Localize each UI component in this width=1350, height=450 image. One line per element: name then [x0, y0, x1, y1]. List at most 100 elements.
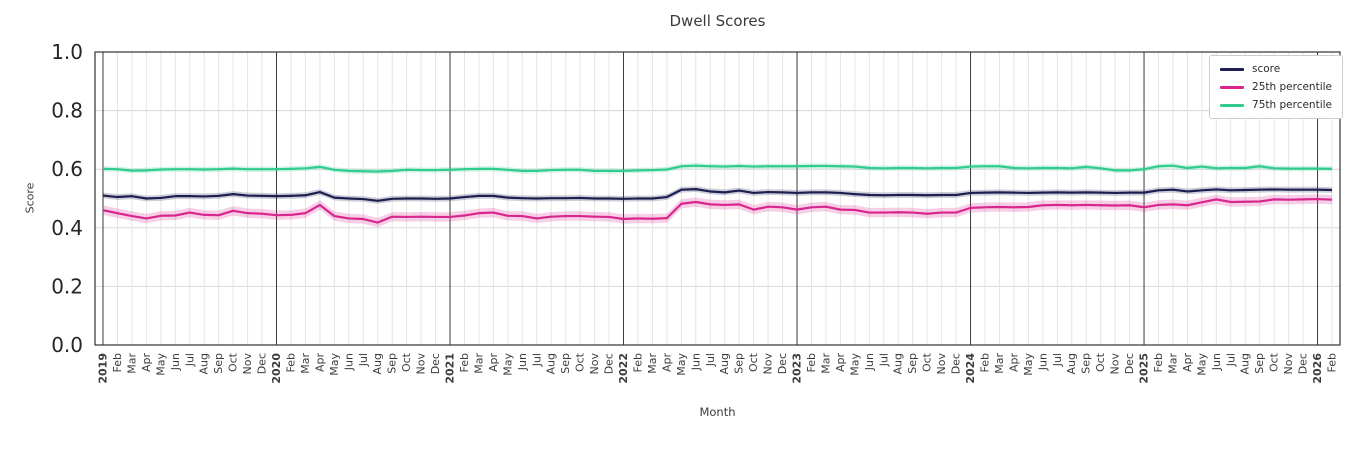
x-tick-label: Dec	[776, 353, 789, 374]
x-tick-label: Aug	[371, 353, 384, 374]
score-line-swatch	[1220, 67, 1245, 71]
x-tick-label: Nov	[241, 353, 254, 375]
x-tick-label: Oct	[921, 352, 934, 372]
confidence-band-2	[103, 163, 1332, 175]
x-tick-label: May	[154, 353, 167, 376]
x-tick-label: Dec	[256, 353, 269, 374]
y-tick-label: 0.8	[51, 99, 83, 123]
75th-percentile-line-swatch	[1220, 103, 1245, 107]
x-tick-label: Mar	[819, 353, 832, 374]
x-tick-label: Nov	[415, 353, 428, 375]
legend: score 25th percentile 75th percentile	[1209, 55, 1343, 119]
x-tick-label: Apr	[660, 353, 673, 373]
x-tick-label: Oct	[400, 352, 413, 372]
25th-percentile-line-swatch	[1220, 85, 1245, 89]
y-tick-label: 0.4	[51, 216, 83, 240]
x-tick-label: Sep	[906, 353, 919, 374]
x-tick-label: 2021	[444, 353, 457, 384]
x-tick-label: Aug	[545, 353, 558, 374]
x-tick-label: Sep	[559, 353, 572, 374]
x-tick-label: Feb	[631, 353, 644, 372]
x-tick-label: May	[328, 353, 341, 376]
legend-item-25th-percentile: 25th percentile	[1220, 81, 1332, 93]
legend-label-score: score	[1252, 63, 1281, 75]
x-tick-label: Mar	[299, 353, 312, 374]
x-tick-label: Aug	[892, 353, 905, 374]
y-tick-label: 0.6	[51, 157, 83, 181]
x-tick-label: 2026	[1311, 353, 1324, 384]
legend-label-25th-percentile: 25th percentile	[1252, 81, 1332, 93]
legend-item-75th-percentile: 75th percentile	[1220, 99, 1332, 111]
x-tick-label: Jul	[704, 353, 717, 367]
chart-title: Dwell Scores	[669, 12, 766, 30]
legend-item-score: score	[1220, 63, 1332, 75]
x-tick-label: Jun	[863, 353, 876, 371]
x-tick-label: Feb	[805, 353, 818, 372]
x-tick-label: 2020	[270, 353, 283, 384]
x-tick-label: Oct	[1094, 352, 1107, 372]
x-tick-label: Oct	[227, 352, 240, 372]
x-tick-label: Dec	[429, 353, 442, 374]
x-tick-label: Apr	[1007, 353, 1020, 373]
x-tick-label: Jul	[530, 353, 543, 367]
x-tick-label: Jun	[516, 353, 529, 371]
x-tick-label: Feb	[458, 353, 471, 372]
x-tick-label: Jun	[1036, 353, 1049, 371]
x-tick-label: 2019	[97, 353, 110, 384]
x-tick-label: Sep	[1253, 353, 1266, 374]
x-tick-label: Aug	[1239, 353, 1252, 374]
x-tick-label: Jun	[689, 353, 702, 371]
x-tick-label: Sep	[386, 353, 399, 374]
x-tick-label: Jun	[169, 353, 182, 371]
x-tick-label: Oct	[1268, 352, 1281, 372]
x-tick-label: Apr	[1181, 353, 1194, 373]
x-tick-label: Mar	[1166, 353, 1179, 374]
x-tick-label: Sep	[212, 353, 225, 374]
x-tick-label: Mar	[993, 353, 1006, 374]
x-tick-label: Feb	[1326, 353, 1339, 372]
x-tick-label: Nov	[1282, 353, 1295, 375]
x-tick-label: Jun	[1210, 353, 1223, 371]
x-tick-label: Sep	[1080, 353, 1093, 374]
x-tick-label: May	[675, 353, 688, 376]
x-tick-label: Jul	[877, 353, 890, 367]
x-tick-label: Feb	[978, 353, 991, 372]
x-tick-label: Nov	[935, 353, 948, 375]
x-tick-label: 2024	[964, 353, 977, 384]
x-tick-label: Feb	[284, 353, 297, 372]
x-tick-label: Nov	[762, 353, 775, 375]
y-tick-label: 1.0	[51, 40, 83, 64]
x-tick-label: Apr	[487, 353, 500, 373]
x-tick-label: Jun	[342, 353, 355, 371]
x-tick-label: Jul	[1224, 353, 1237, 367]
x-axis-label: Month	[699, 405, 736, 419]
x-tick-label: Oct	[574, 352, 587, 372]
x-tick-label: Dec	[950, 353, 963, 374]
x-tick-label: 2022	[617, 353, 630, 384]
x-tick-label: Nov	[588, 353, 601, 375]
confidence-band-1	[103, 194, 1332, 228]
x-tick-label: Mar	[472, 353, 485, 374]
x-tick-label: Nov	[1109, 353, 1122, 375]
x-tick-label: Dec	[1297, 353, 1310, 374]
x-tick-label: Oct	[747, 352, 760, 372]
x-tick-label: 2025	[1138, 353, 1151, 384]
x-tick-label: Jul	[183, 353, 196, 367]
x-tick-label: Aug	[718, 353, 731, 374]
x-tick-label: Apr	[313, 353, 326, 373]
x-tick-label: Aug	[198, 353, 211, 374]
x-tick-label: Aug	[1065, 353, 1078, 374]
x-tick-label: Apr	[834, 353, 847, 373]
x-tick-label: Feb	[1152, 353, 1165, 372]
series-line-2	[102, 164, 1333, 173]
x-tick-label: May	[1195, 353, 1208, 376]
x-tick-label: Mar	[646, 353, 659, 374]
x-tick-label: Dec	[1123, 353, 1136, 374]
series-line-0	[102, 188, 1333, 202]
series-line-1	[102, 197, 1333, 224]
axes-border	[94, 51, 1341, 346]
x-tick-label: Mar	[125, 353, 138, 374]
x-tick-label: 2023	[791, 353, 804, 384]
